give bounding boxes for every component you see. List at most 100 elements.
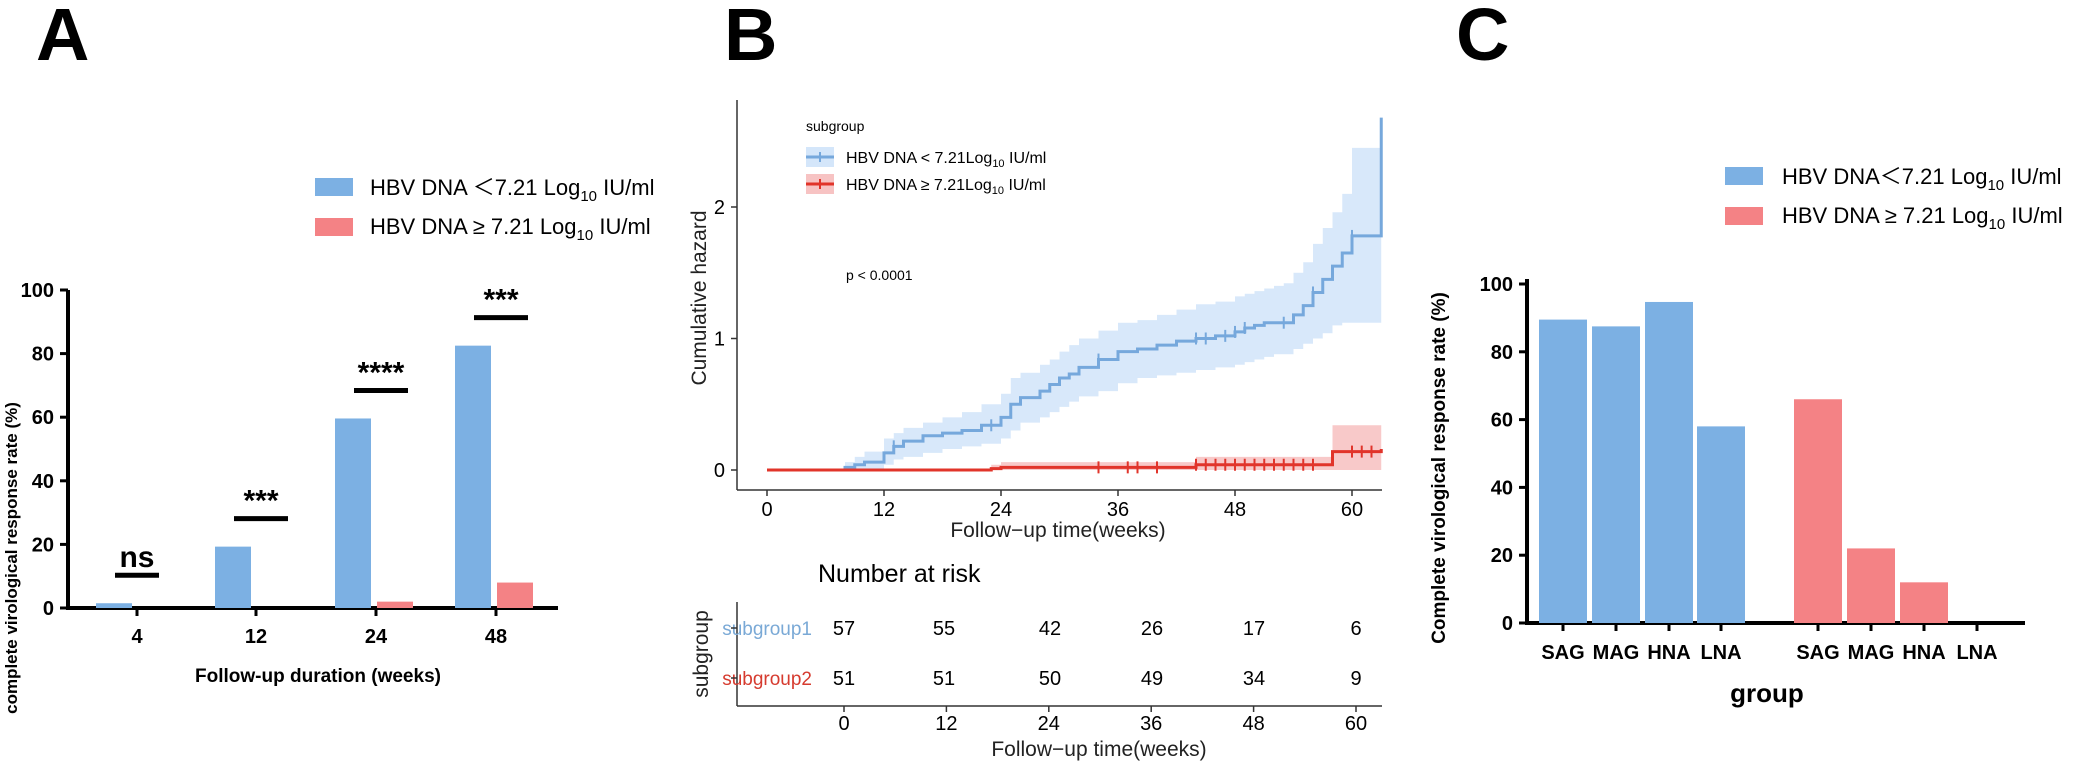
panel-b-hazard-line-series1 <box>767 117 1383 472</box>
panel-c-bar-series2 <box>1847 548 1895 623</box>
panel-c-x-axis-label: group <box>1730 678 1804 708</box>
legend-c-label-2: HBV DNA ≥ 7.21 Log10 IU/ml <box>1782 203 2063 233</box>
panel-c-x-tick-label: LNA <box>1700 642 1741 664</box>
panel-a-bars: ns********** <box>96 284 533 608</box>
panel-c-x-tick-label: MAG <box>1593 642 1640 664</box>
risk-table-cell: 26 <box>1141 618 1163 640</box>
risk-table-cell: 50 <box>1039 668 1061 690</box>
risk-table-cell: 51 <box>833 668 855 690</box>
panel-c-bar-series2 <box>1900 582 1948 623</box>
panel-a-bar-series2 <box>377 601 413 608</box>
panel-c-x-tick-label: MAG <box>1848 642 1895 664</box>
panel-a-x-axis-label: Follow-up duration (weeks) <box>195 666 441 687</box>
legend-b-title: subgroup <box>806 118 865 134</box>
risk-table-x-tick-label: 0 <box>838 713 849 735</box>
risk-table-cell: 49 <box>1141 668 1163 690</box>
panel-c-x-tick-label: SAG <box>1541 642 1584 664</box>
panel-b-x-tick-label: 0 <box>761 499 772 521</box>
panel-b-chart: subgroup HBV DNA < 7.21Log10 IU/ml HBV D… <box>688 100 1383 761</box>
panel-a-significance-label: **** <box>358 356 405 389</box>
panel-b-x-tick-label: 12 <box>873 499 895 521</box>
legend-c-swatch-2 <box>1725 207 1763 225</box>
panel-a-significance-label: *** <box>243 485 278 518</box>
legend-b-item-1: HBV DNA < 7.21Log10 IU/ml <box>806 147 1046 170</box>
panel-a-bar-series2 <box>497 582 533 608</box>
panel-a-y-tick-label: 0 <box>43 598 54 620</box>
risk-table-y-label: subgroup <box>690 610 713 698</box>
risk-table-title: Number at risk <box>818 560 981 588</box>
panel-a-y-tick-label: 60 <box>32 407 54 429</box>
risk-table-x-tick-label: 36 <box>1140 713 1162 735</box>
legend-b-label-2: HBV DNA ≥ 7.21Log10 IU/ml <box>846 177 1046 197</box>
panel-c-x-tick-label: HNA <box>1902 642 1945 664</box>
panel-a-y-axis-label: complete virological response rate (%) <box>2 402 21 714</box>
panel-b-x-tick-label: 36 <box>1107 499 1129 521</box>
panel-a-bar-series1 <box>455 345 491 608</box>
panel-a-letter: A <box>36 0 89 76</box>
panel-b-ci-band-series2 <box>767 422 1382 470</box>
panel-c-bar-series2 <box>1794 399 1842 623</box>
panel-b-x-tick-label: 24 <box>990 499 1012 521</box>
panel-a-chart: HBV DNA ＜7.21 Log10 IU/ml HBV DNA ≥ 7.21… <box>2 175 654 714</box>
panel-c-y-tick-label: 20 <box>1491 545 1513 567</box>
legend-a-label-2: HBV DNA ≥ 7.21 Log10 IU/ml <box>370 214 651 244</box>
legend-a-label-1: HBV DNA ＜7.21 Log10 IU/ml <box>370 175 654 205</box>
risk-table-cell: 17 <box>1243 618 1265 640</box>
panel-b-x-axis-label: Follow−up time(weeks) <box>950 519 1165 542</box>
panel-a-x-tick-label: 24 <box>365 626 388 648</box>
panel-c-x-tick-label: SAG <box>1796 642 1839 664</box>
p-value-label: p < 0.0001 <box>846 267 913 283</box>
risk-table-x-tick-label: 24 <box>1038 713 1060 735</box>
risk-table-x-label: Follow−up time(weeks) <box>991 738 1206 761</box>
panel-a-x-tick-label: 12 <box>245 626 267 648</box>
panel-c-y-tick-label: 40 <box>1491 477 1513 499</box>
panel-b-y-axis-label: Cumulative hazard <box>688 210 711 385</box>
panel-c-y-tick-label: 60 <box>1491 410 1513 432</box>
risk-table-cell: 57 <box>833 618 855 640</box>
panel-b-y-tick-label: 2 <box>714 197 725 219</box>
panel-b-y-tick-label: 0 <box>714 460 725 482</box>
panel-a-y-tick-label: 100 <box>21 280 54 302</box>
panel-c-chart: HBV DNA＜7.21 Log10 IU/ml HBV DNA ≥ 7.21 … <box>1429 164 2063 708</box>
risk-table-cell: 9 <box>1350 668 1361 690</box>
panel-a-y-tick-label: 40 <box>32 471 54 493</box>
panel-c-y-tick-label: 0 <box>1502 613 1513 635</box>
panel-b-ci-band-series1 <box>767 147 1382 470</box>
panel-c-y-tick-label: 100 <box>1480 274 1513 296</box>
panel-b-x-tick-label: 60 <box>1341 499 1363 521</box>
panel-a-y-tick-label: 20 <box>32 534 54 556</box>
risk-table-cell: 51 <box>933 668 955 690</box>
panel-c-axes: 0 20 40 60 80 100 SAG MAG HNA LNA SAG MAG HNA LNA <box>1480 274 2025 664</box>
panel-c-bar-series1 <box>1697 426 1745 623</box>
panel-a-bar-series1 <box>215 546 251 608</box>
panel-a-significance-label: ns <box>119 541 154 574</box>
panel-a-x-tick-label: 4 <box>131 626 143 648</box>
legend-c-label-1: HBV DNA＜7.21 Log10 IU/ml <box>1782 164 2062 194</box>
risk-table: 0 12 24 36 48 60 subgroup1 57 55 42 26 17 6 subgroup2… <box>722 602 1382 735</box>
legend-a-swatch-2 <box>315 218 353 236</box>
panel-a-significance-label: *** <box>483 284 518 317</box>
panel-b-y-tick-label: 1 <box>714 329 725 351</box>
panel-a-x-tick-label: 48 <box>485 626 507 648</box>
panel-a-bar-series1 <box>335 418 371 608</box>
legend-b-label-1: HBV DNA < 7.21Log10 IU/ml <box>846 150 1046 170</box>
risk-table-x-tick-label: 12 <box>935 713 957 735</box>
panel-c-x-tick-label: HNA <box>1647 642 1690 664</box>
risk-table-cell: 34 <box>1243 668 1265 690</box>
panel-c-y-tick-label: 80 <box>1491 342 1513 364</box>
risk-table-x-tick-label: 60 <box>1345 713 1367 735</box>
panel-a-axes: 0 20 40 60 80 100 4 12 24 48 <box>21 280 558 648</box>
panel-c-bar-series1 <box>1592 326 1640 623</box>
legend-b-item-2: HBV DNA ≥ 7.21Log10 IU/ml <box>806 174 1046 197</box>
panel-a-y-tick-label: 80 <box>32 344 54 366</box>
panel-b-x-tick-label: 48 <box>1224 499 1246 521</box>
risk-table-cell: 55 <box>933 618 955 640</box>
panel-c-x-tick-label: LNA <box>1956 642 1997 664</box>
legend-c-swatch-1 <box>1725 167 1763 185</box>
panel-c-bar-series1 <box>1645 301 1693 623</box>
panel-c-letter: C <box>1456 0 1509 76</box>
risk-table-cell: 6 <box>1350 618 1361 640</box>
risk-table-x-tick-label: 48 <box>1242 713 1264 735</box>
